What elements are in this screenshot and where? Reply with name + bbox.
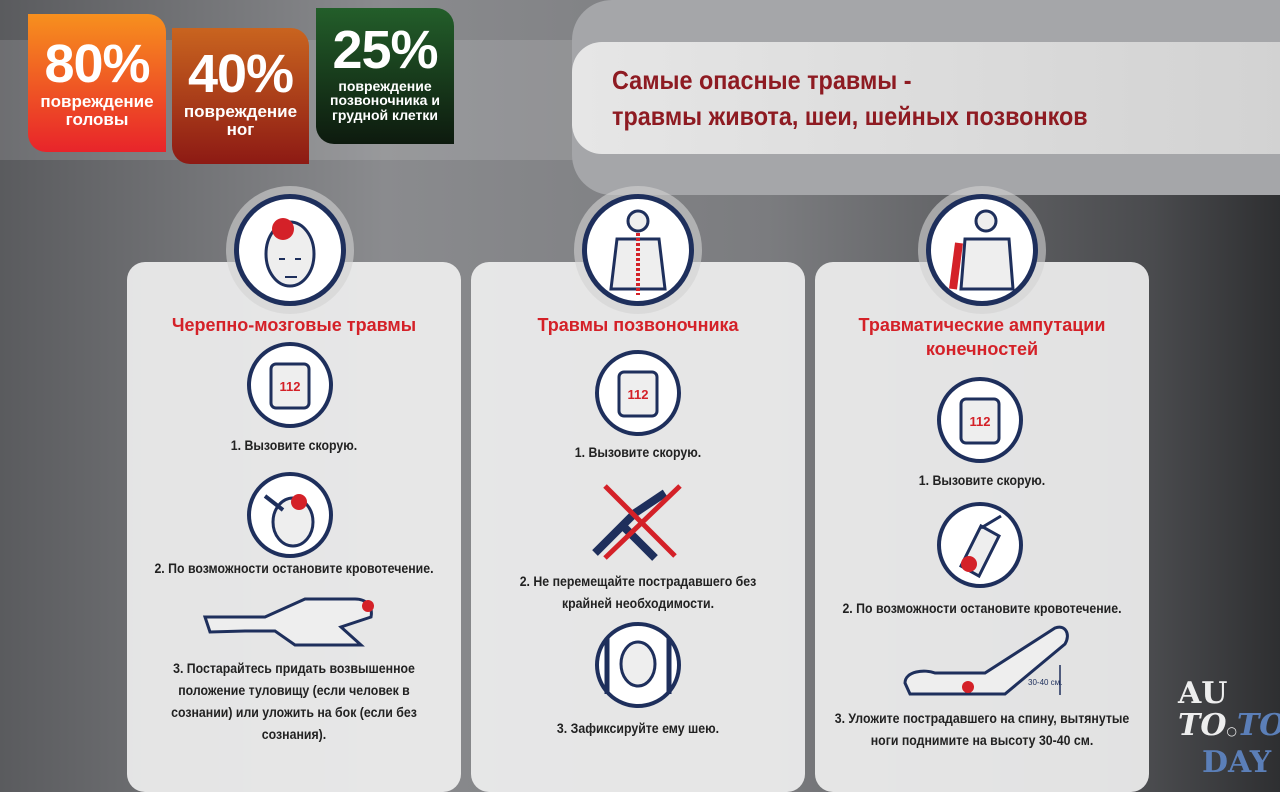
- title-line: травмы живота, шеи, шейных позвонков: [612, 101, 1088, 131]
- height-label: 30-40 см.: [1028, 678, 1062, 687]
- stat-value: 80%: [44, 34, 150, 94]
- spine-icon: [582, 194, 694, 306]
- bandage-head-icon: [247, 472, 333, 558]
- step-text: 2. Не перемещайте пострадавшего без край…: [519, 573, 757, 611]
- page-title: Самые опасные травмы - травмы живота, шеи…: [612, 62, 1088, 134]
- stat-head: 80% повреждение головы: [28, 14, 166, 152]
- amputation-icon: [926, 194, 1038, 306]
- phone-number: 112: [970, 414, 991, 429]
- step-text: 3. Зафиксируйте ему шею.: [556, 720, 720, 736]
- legs-raised-icon: 30-40 см.: [903, 625, 1069, 696]
- stat-label: повреждение головы: [40, 91, 154, 129]
- step-text: 1. Вызовите скорую.: [230, 437, 358, 453]
- head-injury-icon: [234, 194, 346, 306]
- column-title: Травмы позвоночника: [537, 315, 739, 335]
- stat-spine: 25% повреждение позвоночника и грудной кл…: [316, 8, 454, 144]
- phone-112-icon: 112: [247, 342, 333, 428]
- stat-legs: 40% повреждение ног: [172, 28, 309, 164]
- step-text: 3. Постарайтесь придать возвышенное поло…: [171, 660, 417, 742]
- step-text: 1. Вызовите скорую.: [918, 472, 1046, 488]
- logo-text: TO: [1236, 708, 1280, 743]
- logo-text: TO: [1178, 708, 1227, 743]
- step-text: 3. Уложите пострадавшего на спину, вытян…: [834, 710, 1130, 748]
- logo-text: DAY: [1202, 745, 1272, 780]
- recovery-position-icon: [202, 597, 374, 647]
- stat-value: 25%: [332, 20, 438, 80]
- phone-number: 112: [280, 379, 301, 394]
- neck-fixation-icon: [595, 622, 681, 708]
- phone-number: 112: [628, 387, 649, 402]
- header-panel: [572, 42, 1280, 154]
- step-text: 1. Вызовите скорую.: [574, 444, 702, 460]
- phone-112-icon: 112: [595, 350, 681, 436]
- tourniquet-icon: [937, 502, 1023, 588]
- column-title: Черепно-мозговые травмы: [171, 315, 417, 335]
- stat-label: повреждение позвоночника и грудной клетк…: [330, 77, 440, 124]
- stat-label: повреждение ног: [183, 101, 298, 139]
- title-line: Самые опасные травмы -: [612, 65, 912, 95]
- stat-value: 40%: [187, 44, 294, 104]
- phone-112-icon: 112: [937, 377, 1023, 463]
- step-text: 2. По возможности остановите кровотечени…: [154, 560, 434, 576]
- step-text: 2. По возможности остановите кровотечени…: [842, 600, 1122, 616]
- column-title: Травматические ампутации конечностей: [858, 315, 1106, 359]
- logo-text: AU: [1178, 676, 1228, 711]
- do-not-move-icon: [592, 484, 682, 561]
